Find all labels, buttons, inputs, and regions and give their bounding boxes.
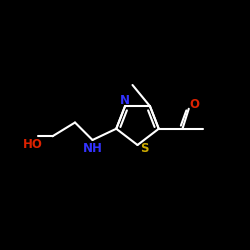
Text: N: N — [120, 94, 130, 107]
Text: NH: NH — [82, 142, 102, 154]
Text: O: O — [189, 98, 199, 112]
Text: S: S — [140, 142, 149, 155]
Text: HO: HO — [22, 138, 42, 151]
